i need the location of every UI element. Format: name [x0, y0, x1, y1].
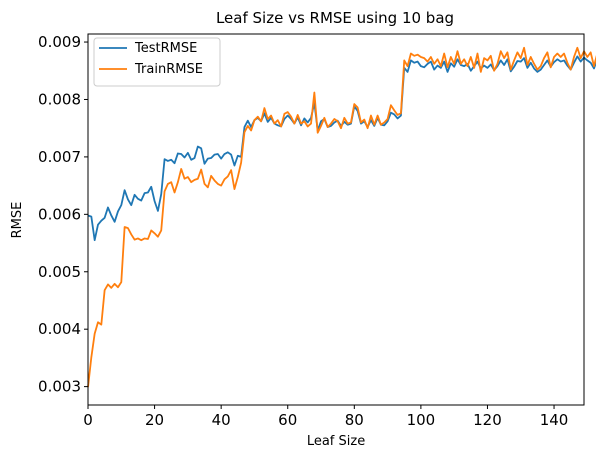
y-tick-label: 0.009	[38, 33, 81, 51]
legend-label-trainrmse: TrainRMSE	[134, 62, 203, 77]
y-tick-label: 0.003	[38, 378, 81, 396]
y-tick-label: 0.008	[38, 90, 81, 108]
x-tick-label: 0	[83, 411, 93, 429]
series-line-testrmse	[87, 55, 596, 242]
x-axis: 0 20 40 60 80 100 120 140	[83, 405, 568, 429]
x-tick-label: 140	[540, 411, 569, 429]
x-tick-label: 80	[345, 411, 364, 429]
y-tick-label: 0.006	[38, 205, 81, 223]
y-axis-label: RMSE	[10, 202, 25, 239]
series-line-trainrmse	[87, 46, 596, 388]
plot-frame	[87, 33, 585, 406]
y-axis: 0.003 0.004 0.005 0.006 0.007 0.008 0.009	[38, 33, 88, 396]
series-layer	[87, 46, 596, 388]
legend-label-testrmse: TestRMSE	[134, 41, 197, 56]
legend: TestRMSE TrainRMSE	[93, 37, 221, 87]
x-tick-label: 40	[212, 411, 231, 429]
y-tick-label: 0.007	[38, 148, 81, 166]
x-tick-label: 120	[473, 411, 502, 429]
y-tick-label: 0.004	[38, 320, 81, 338]
x-axis-label: Leaf Size	[307, 434, 365, 449]
x-tick-label: 100	[407, 411, 436, 429]
legend-box	[93, 37, 221, 87]
y-tick-label: 0.005	[38, 263, 81, 281]
x-tick-label: 60	[278, 411, 297, 429]
x-tick-label: 20	[145, 411, 164, 429]
chart-title: Leaf Size vs RMSE using 10 bag	[216, 9, 454, 27]
